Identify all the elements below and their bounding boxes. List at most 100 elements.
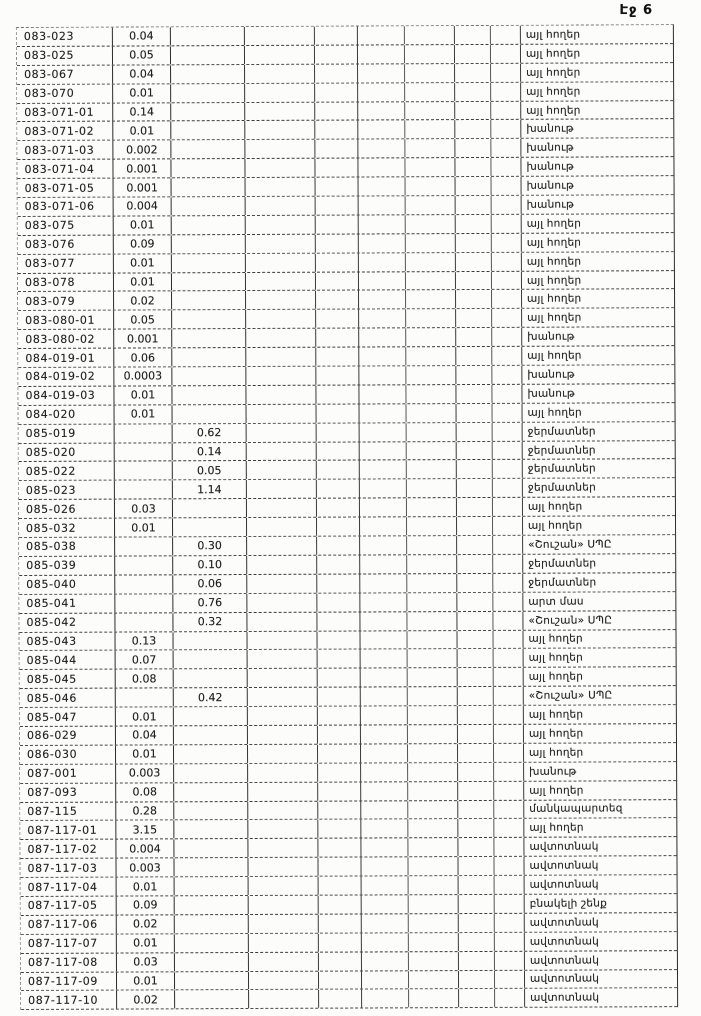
area-value-cell-1: 0.01 (114, 386, 173, 405)
land-use-cell: ջերմատներ (527, 425, 596, 438)
area-value-cell-1 (115, 537, 174, 556)
land-use-cell: արտ մաս (528, 595, 584, 608)
empty-cell (457, 535, 494, 555)
table-row: 087-117-10 0.02 ավտոտնակ (21, 988, 678, 1011)
land-use-cell: այլ հողեր (527, 311, 582, 325)
empty-cell (457, 630, 494, 649)
empty-cell (361, 895, 409, 914)
empty-cell (316, 404, 360, 423)
empty-cell (247, 725, 318, 744)
empty-cell (246, 461, 317, 480)
empty-cell (359, 498, 407, 517)
empty-cell (494, 800, 525, 819)
empty-cell (456, 290, 493, 309)
empty-cell (248, 933, 319, 952)
area-value-cell-1: 0.06 (114, 348, 173, 367)
empty-cell (405, 139, 456, 158)
parcel-code-cell: 085-022 (18, 462, 115, 481)
empty-cell (492, 290, 523, 309)
area-value-cell-2 (173, 650, 248, 669)
empty-cell (245, 121, 316, 140)
empty-cell (407, 649, 458, 668)
empty-cell (454, 44, 492, 63)
empty-cell (246, 498, 317, 518)
empty-cell (246, 480, 317, 499)
area-value-cell-2 (175, 990, 250, 1009)
empty-cell (404, 44, 456, 64)
area-value-cell-2 (172, 348, 247, 367)
empty-cell (317, 631, 361, 650)
empty-cell (407, 687, 458, 706)
empty-cell (494, 762, 525, 781)
empty-cell (315, 120, 359, 140)
empty-cell (493, 535, 524, 554)
area-value-cell-1 (115, 575, 174, 594)
area-value-cell-1: 0.05 (114, 310, 173, 329)
empty-cell (406, 403, 457, 423)
empty-cell (458, 876, 495, 895)
area-value-cell-2 (174, 858, 249, 877)
parcel-code-cell: 085-041 (19, 594, 116, 613)
area-value-cell-2: 0.62 (172, 423, 247, 442)
empty-cell (316, 366, 360, 385)
empty-cell (247, 574, 318, 593)
area-value-cell-2 (171, 197, 246, 216)
empty-cell (406, 441, 457, 460)
parcel-code-cell: 085-038 (19, 537, 116, 556)
parcel-code-cell: 086-030 (19, 745, 117, 764)
empty-cell (317, 668, 361, 687)
empty-cell (491, 63, 522, 82)
area-value-cell-1: 0.003 (116, 764, 175, 783)
empty-cell (245, 158, 316, 178)
empty-cell (405, 101, 456, 120)
empty-cell (244, 45, 316, 64)
empty-cell (491, 120, 522, 139)
area-value-cell-1: 0.01 (116, 971, 176, 990)
empty-cell (457, 611, 494, 630)
empty-cell (490, 44, 522, 63)
empty-cell (455, 214, 492, 233)
empty-cell (404, 26, 455, 45)
empty-cell (358, 139, 406, 158)
empty-cell (458, 894, 495, 913)
empty-cell (494, 856, 525, 876)
empty-cell (315, 139, 359, 158)
empty-cell (316, 442, 360, 461)
empty-cell (246, 310, 317, 329)
empty-cell (247, 631, 318, 650)
empty-cell (492, 309, 523, 328)
parcel-table-body: 083-023 0.04 այլ հողեր 083-025 0.05 այլ … (15, 24, 679, 1011)
area-value-cell-1: 0.002 (113, 140, 172, 159)
empty-cell (458, 951, 495, 970)
area-value-cell-1: 0.05 (112, 46, 172, 65)
area-value-cell-1 (114, 442, 173, 462)
land-use-cell: այլ հողեր (526, 255, 582, 268)
area-value-cell-2: 0.05 (172, 461, 247, 480)
parcel-code-cell: 085-039 (19, 556, 116, 575)
empty-cell (248, 857, 319, 877)
empty-cell (315, 253, 359, 272)
area-value-cell-2: 1.14 (172, 480, 247, 499)
land-use-cell: ջերմատներ (528, 576, 597, 589)
empty-cell (318, 819, 362, 838)
empty-cell (245, 177, 316, 197)
empty-cell (361, 970, 410, 989)
empty-cell (494, 781, 525, 800)
empty-cell (491, 252, 522, 271)
empty-cell (406, 479, 457, 498)
land-use-cell: խանութ (526, 198, 575, 211)
parcel-code-cell: 084-019-01 (18, 348, 115, 368)
empty-cell (408, 876, 459, 895)
parcel-code-cell: 083-071-03 (17, 140, 114, 160)
empty-cell (360, 574, 408, 593)
parcel-code-cell: 085-043 (19, 632, 116, 651)
empty-cell (408, 951, 459, 970)
empty-cell (493, 573, 524, 592)
parcel-code-cell: 087-117-05 (20, 896, 117, 915)
area-value-cell-2 (171, 102, 246, 121)
empty-cell (245, 234, 316, 253)
empty-cell (458, 762, 495, 781)
empty-cell (359, 366, 407, 385)
area-value-cell-2: 0.10 (173, 555, 248, 575)
empty-cell (456, 422, 493, 441)
